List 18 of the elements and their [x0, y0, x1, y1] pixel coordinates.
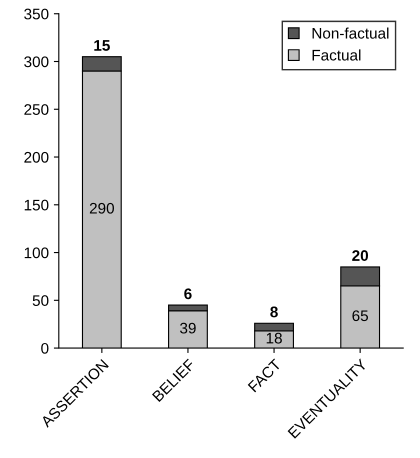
legend-label: Non-factual	[312, 27, 388, 39]
data-label: 39	[180, 322, 196, 334]
data-label: 6	[184, 288, 192, 300]
y-tick-label: 200	[24, 152, 48, 163]
data-label: 15	[94, 40, 110, 51]
data-label: 8	[270, 306, 278, 318]
y-tick-label: 300	[24, 56, 48, 68]
data-label: 18	[266, 332, 282, 344]
data-label: 290	[90, 202, 114, 214]
y-tick-label: 100	[24, 247, 48, 258]
data-label: 20	[352, 250, 368, 261]
y-tick-label: 50	[32, 295, 48, 306]
legend-label: Factual	[312, 49, 360, 61]
y-tick-label: 250	[24, 104, 48, 115]
y-tick-label: 0	[41, 342, 48, 354]
y-tick-label: 150	[24, 200, 48, 210]
y-tick-label: 350	[24, 8, 48, 20]
data-label: 65	[352, 310, 368, 322]
